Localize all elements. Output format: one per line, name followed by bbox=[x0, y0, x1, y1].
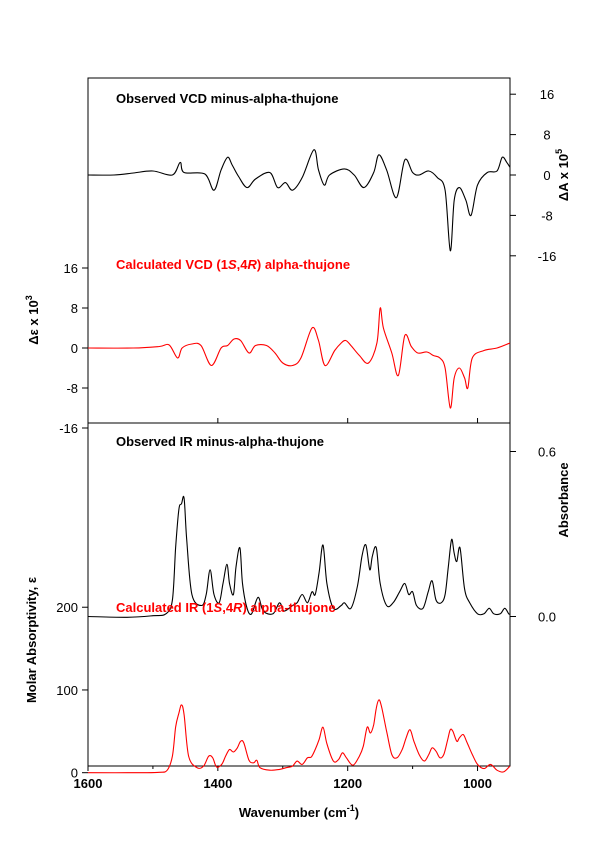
vcd-right-tick-label: -16 bbox=[538, 249, 557, 264]
vcd-right-axis-title: ΔA x 105 bbox=[554, 149, 571, 201]
ir-series-calculated-line bbox=[87, 699, 511, 774]
ir-observed-title: Observed IR minus-alpha-thujone bbox=[116, 434, 324, 449]
vcd-series-calculated-line bbox=[87, 307, 511, 409]
ticks-layer: 1600 1400 1200 1000-16-80816-16-808160.00.6… bbox=[56, 87, 556, 791]
ir-left-tick-label: 0 bbox=[71, 766, 78, 781]
x-tick-label: 1200 bbox=[333, 776, 362, 791]
series-layer bbox=[87, 149, 511, 774]
x-tick-label: 1400 bbox=[203, 776, 232, 791]
vcd-left-tick-label: 16 bbox=[64, 261, 78, 276]
vcd-left-tick-label: 8 bbox=[71, 301, 78, 316]
ir-left-tick-label: 100 bbox=[56, 683, 78, 698]
ir-right-tick-label: 0.6 bbox=[538, 445, 556, 460]
vcd-right-tick-label: -8 bbox=[541, 208, 553, 223]
vcd-left-tick-label: 0 bbox=[71, 341, 78, 356]
ir-panel-frame bbox=[87, 422, 511, 767]
vcd-right-tick-label: 16 bbox=[540, 87, 554, 102]
ir-right-tick-label: 0.0 bbox=[538, 610, 556, 625]
vcd-calculated-title: Calculated VCD (1S,4R) alpha-thujone bbox=[116, 257, 350, 272]
vcd-left-tick-label: -8 bbox=[66, 381, 78, 396]
vcd-left-axis-title: Δε x 103 bbox=[24, 295, 41, 344]
x-tick-label: 1000 bbox=[463, 776, 492, 791]
vcd-left-tick-label: -16 bbox=[59, 421, 78, 436]
vcd-panel-frame bbox=[87, 77, 511, 424]
vcd-right-tick-label: 0 bbox=[543, 168, 550, 183]
vcd-series-observed-line bbox=[87, 149, 511, 252]
ir-calculated-title: Calculated IR (1S,4R) alpha-thujone bbox=[116, 600, 336, 615]
x-tick-label: 1600 bbox=[74, 776, 103, 791]
vcd-observed-title: Observed VCD minus-alpha-thujone bbox=[116, 91, 338, 106]
ir-series-observed-line bbox=[87, 495, 511, 618]
ir-left-tick-label: 200 bbox=[56, 600, 78, 615]
vcd-right-tick-label: 8 bbox=[543, 128, 550, 143]
ir-left-axis-title: Molar Absorptivity, ε bbox=[24, 577, 39, 703]
ir-right-axis-title: Absorbance bbox=[556, 462, 571, 537]
x-axis-title: Wavenumber (cm-1) bbox=[239, 803, 359, 820]
